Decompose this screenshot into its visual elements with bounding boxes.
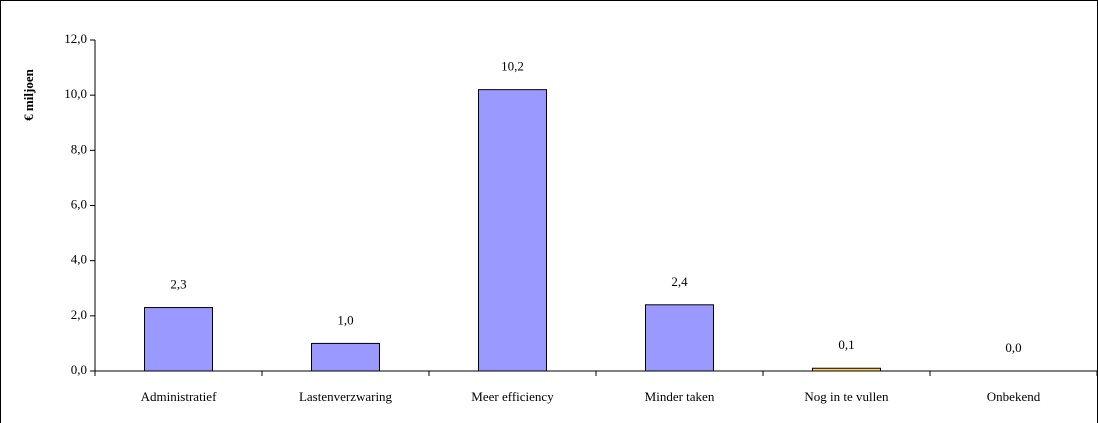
y-tick-label: 6,0 — [71, 196, 87, 211]
y-tick-label: 10,0 — [64, 86, 87, 101]
y-tick-label: 2,0 — [71, 307, 87, 322]
bar — [645, 304, 714, 372]
x-tick-label: Administratief — [141, 389, 217, 404]
x-tick-label: Minder taken — [645, 389, 715, 404]
bar — [812, 367, 881, 372]
x-tick-label: Lastenverzwaring — [299, 389, 393, 404]
x-tick-label: Nog in te vullen — [804, 389, 889, 404]
value-label: 1,0 — [337, 312, 353, 327]
bar — [311, 342, 380, 372]
x-tick-label: Meer efficiency — [471, 389, 554, 404]
value-label: 0,0 — [1005, 340, 1021, 355]
bar — [478, 89, 547, 372]
y-tick-label: 12,0 — [64, 31, 87, 46]
y-axis-label: € miljoen — [21, 68, 36, 120]
value-label: 2,3 — [170, 277, 186, 292]
value-label: 0,1 — [838, 337, 854, 352]
bar — [144, 307, 213, 372]
y-tick-label: 8,0 — [71, 141, 87, 156]
y-tick-label: 0,0 — [71, 362, 87, 377]
y-tick-label: 4,0 — [71, 252, 87, 267]
value-label: 2,4 — [671, 274, 688, 289]
x-tick-label: Onbekend — [987, 389, 1041, 404]
value-label: 10,2 — [501, 59, 524, 74]
